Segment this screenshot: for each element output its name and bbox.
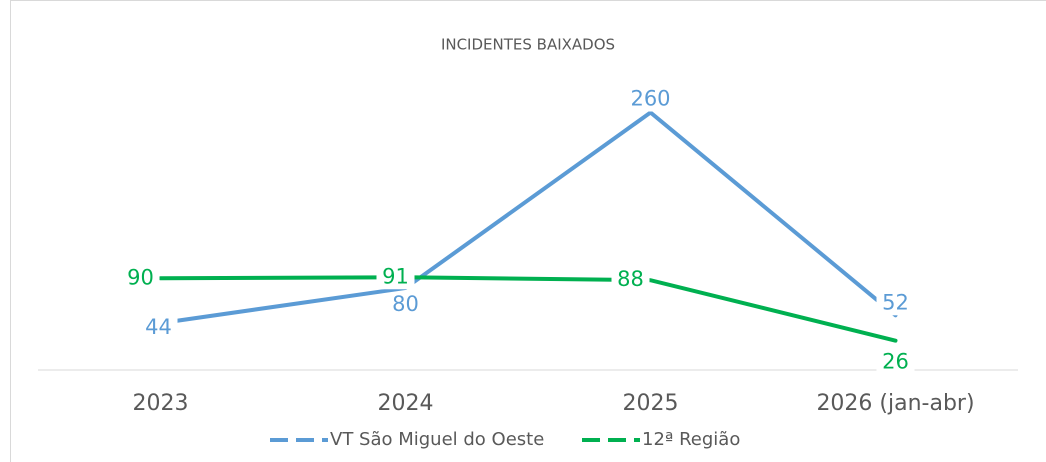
x-tick-label: 2025 bbox=[623, 391, 679, 416]
chart-title: INCIDENTES BAIXADOS bbox=[441, 36, 615, 54]
data-label-bg bbox=[611, 268, 650, 293]
data-label: 91 bbox=[382, 264, 409, 288]
data-label: 90 bbox=[127, 265, 154, 289]
data-label: 44 bbox=[145, 315, 172, 339]
data-label-bg bbox=[386, 293, 425, 317]
chart-border bbox=[10, 0, 1046, 462]
data-label: 80 bbox=[392, 292, 419, 316]
data-label-bg bbox=[876, 291, 915, 316]
x-tick-label: 2026 (jan-abr) bbox=[816, 391, 974, 416]
legend-label: VT São Miguel do Oeste bbox=[330, 429, 544, 450]
data-label: 52 bbox=[882, 290, 909, 314]
data-label: 260 bbox=[630, 87, 670, 111]
data-label-bg bbox=[376, 265, 415, 290]
data-label-bg bbox=[139, 316, 178, 341]
data-label-bg bbox=[121, 266, 160, 291]
x-tick-label: 2023 bbox=[133, 391, 189, 416]
data-label: 88 bbox=[617, 267, 644, 291]
data-label-bg bbox=[876, 350, 915, 375]
legend-label: 12ª Região bbox=[642, 429, 740, 450]
series-line bbox=[158, 275, 898, 343]
data-label: 26 bbox=[882, 350, 909, 374]
x-tick-label: 2024 bbox=[378, 391, 434, 416]
data-label-bg bbox=[631, 87, 670, 112]
series-line bbox=[158, 109, 898, 326]
